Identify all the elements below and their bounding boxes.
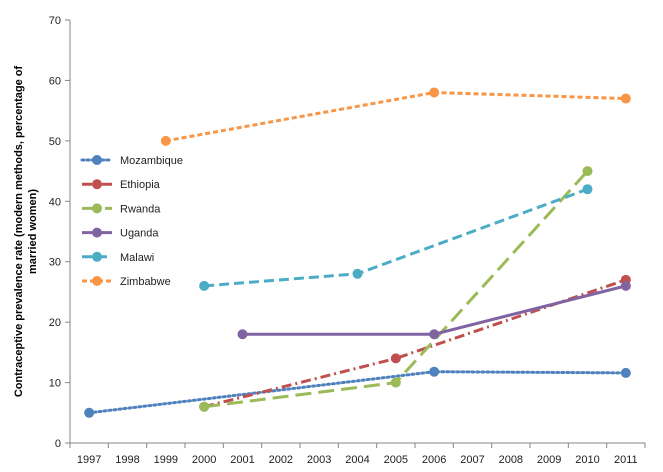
data-point xyxy=(582,184,593,195)
data-point xyxy=(352,268,363,279)
series-zimbabwe xyxy=(160,87,631,146)
data-point xyxy=(429,87,440,98)
y-tick-label: 20 xyxy=(49,317,61,329)
series-line xyxy=(204,187,589,288)
y-tick-label: 60 xyxy=(49,75,61,87)
y-axis-title-line: married women) xyxy=(27,189,39,274)
x-tick-label: 2003 xyxy=(307,454,331,466)
series-line xyxy=(203,278,627,409)
data-point xyxy=(160,135,171,146)
y-tick-label: 10 xyxy=(49,378,61,390)
series-ethiopia xyxy=(199,274,631,412)
x-tick-label: 1999 xyxy=(154,454,178,466)
y-tick-label: 30 xyxy=(49,257,61,269)
x-tick-label: 2008 xyxy=(499,454,523,466)
legend-entry-ethiopia: Ethiopia xyxy=(82,179,161,191)
x-tick-label: 1998 xyxy=(115,454,139,466)
series-mozambique xyxy=(84,366,631,418)
series-layer xyxy=(84,87,631,418)
legend-entry-mozambique: Mozambique xyxy=(80,155,183,167)
x-tick-label: 2007 xyxy=(460,454,484,466)
series-line xyxy=(165,91,626,143)
legend-entry-rwanda: Rwanda xyxy=(82,203,161,215)
legend-marker xyxy=(92,251,102,262)
legend-label: Mozambique xyxy=(120,155,183,167)
x-tick-label: 2000 xyxy=(192,454,216,466)
legend-label: Zimbabwe xyxy=(120,276,171,288)
x-tick-label: 2002 xyxy=(269,454,293,466)
x-tick-label: 2011 xyxy=(614,454,638,466)
data-point xyxy=(199,280,210,291)
series-rwanda xyxy=(199,166,593,412)
data-point xyxy=(84,407,95,418)
y-tick-label: 50 xyxy=(49,136,61,148)
legend-marker xyxy=(92,276,102,286)
data-point xyxy=(620,367,631,378)
x-tick-label: 2001 xyxy=(230,454,254,466)
legend-marker xyxy=(92,155,102,165)
series-line xyxy=(203,170,589,409)
y-axis-label: Contraceptive prevalence rate (modern me… xyxy=(13,66,39,398)
x-tick-label: 2010 xyxy=(575,454,599,466)
legend-label: Uganda xyxy=(120,228,159,240)
data-point xyxy=(390,377,401,388)
data-point xyxy=(620,280,631,291)
y-tick-label: 70 xyxy=(49,15,61,27)
x-tick-label: 2006 xyxy=(422,454,446,466)
legend-marker xyxy=(92,179,102,190)
y-tick-label: 0 xyxy=(55,438,61,450)
legend-entry-uganda: Uganda xyxy=(82,227,159,240)
data-point xyxy=(582,166,593,177)
x-tick-label: 2004 xyxy=(345,454,369,466)
series-line xyxy=(242,284,627,336)
data-point xyxy=(390,353,401,364)
data-point xyxy=(429,329,440,340)
series-uganda xyxy=(237,280,631,340)
data-point xyxy=(429,366,440,377)
axes: 0 10 20 30 40 50 60 70 1997 1998 1999 2000 2001 2002 2… xyxy=(49,15,646,466)
legend-label: Ethiopia xyxy=(120,179,161,191)
x-tick-label: 2005 xyxy=(384,454,408,466)
legend-entry-zimbabwe: Zimbabwe xyxy=(82,276,171,288)
data-point xyxy=(620,93,631,104)
y-tick-label: 40 xyxy=(49,196,61,208)
data-point xyxy=(199,401,210,412)
data-point xyxy=(237,329,248,340)
series-malawi xyxy=(199,184,593,291)
x-tick-label: 1997 xyxy=(77,454,101,466)
y-axis-title-line: Contraceptive prevalence rate (modern me… xyxy=(13,66,25,398)
legend: Mozambique Ethiopia Rwanda Uganda Malawi Zimb… xyxy=(80,155,183,288)
legend-entry-malawi: Malawi xyxy=(82,251,154,264)
series-line xyxy=(87,370,628,415)
legend-marker xyxy=(92,227,102,238)
x-tick-label: 2009 xyxy=(537,454,561,466)
legend-label: Rwanda xyxy=(120,203,161,215)
legend-marker xyxy=(92,203,102,214)
legend-label: Malawi xyxy=(120,252,154,264)
